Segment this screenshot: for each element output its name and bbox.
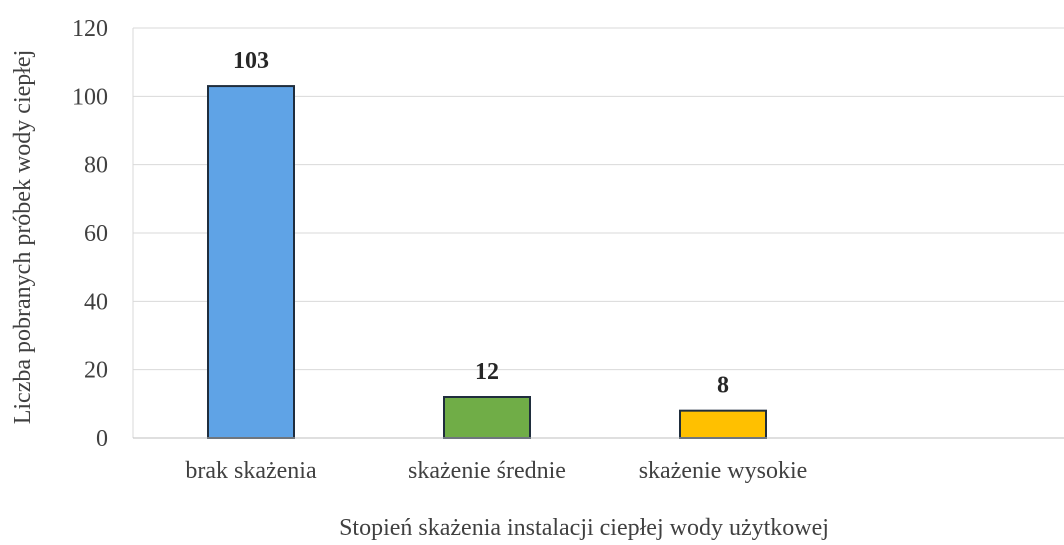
y-tick-label: 80 <box>84 153 108 179</box>
y-tick-label: 60 <box>84 221 108 247</box>
bar-1 <box>207 85 295 439</box>
y-tick-label: 0 <box>96 426 108 452</box>
y-tick-label: 120 <box>72 16 108 42</box>
x-category-label: skażenie wysokie <box>639 458 808 484</box>
bars <box>207 85 767 439</box>
data-label: 8 <box>717 373 729 399</box>
data-labels: 103 12 8 <box>233 48 729 399</box>
bar-3 <box>679 409 767 439</box>
x-axis-title: Stopień skażenia instalacji ciepłej wody… <box>339 515 829 541</box>
y-tick-label: 20 <box>84 358 108 384</box>
y-tick-label: 40 <box>84 289 108 315</box>
x-category-label: skażenie średnie <box>408 458 566 484</box>
data-label: 12 <box>475 359 499 385</box>
x-category-label: brak skażenia <box>185 458 317 484</box>
y-axis-title: Liczba pobranych próbek wody ciepłej <box>10 50 36 425</box>
data-label: 103 <box>233 48 269 74</box>
y-tick-label: 100 <box>72 84 108 110</box>
bar-2 <box>443 396 531 439</box>
x-axis-categories: brak skażenia skażenie średnie skażenie wy… <box>185 458 807 484</box>
y-axis-ticks: 0 20 40 60 80 100 120 <box>72 16 108 452</box>
